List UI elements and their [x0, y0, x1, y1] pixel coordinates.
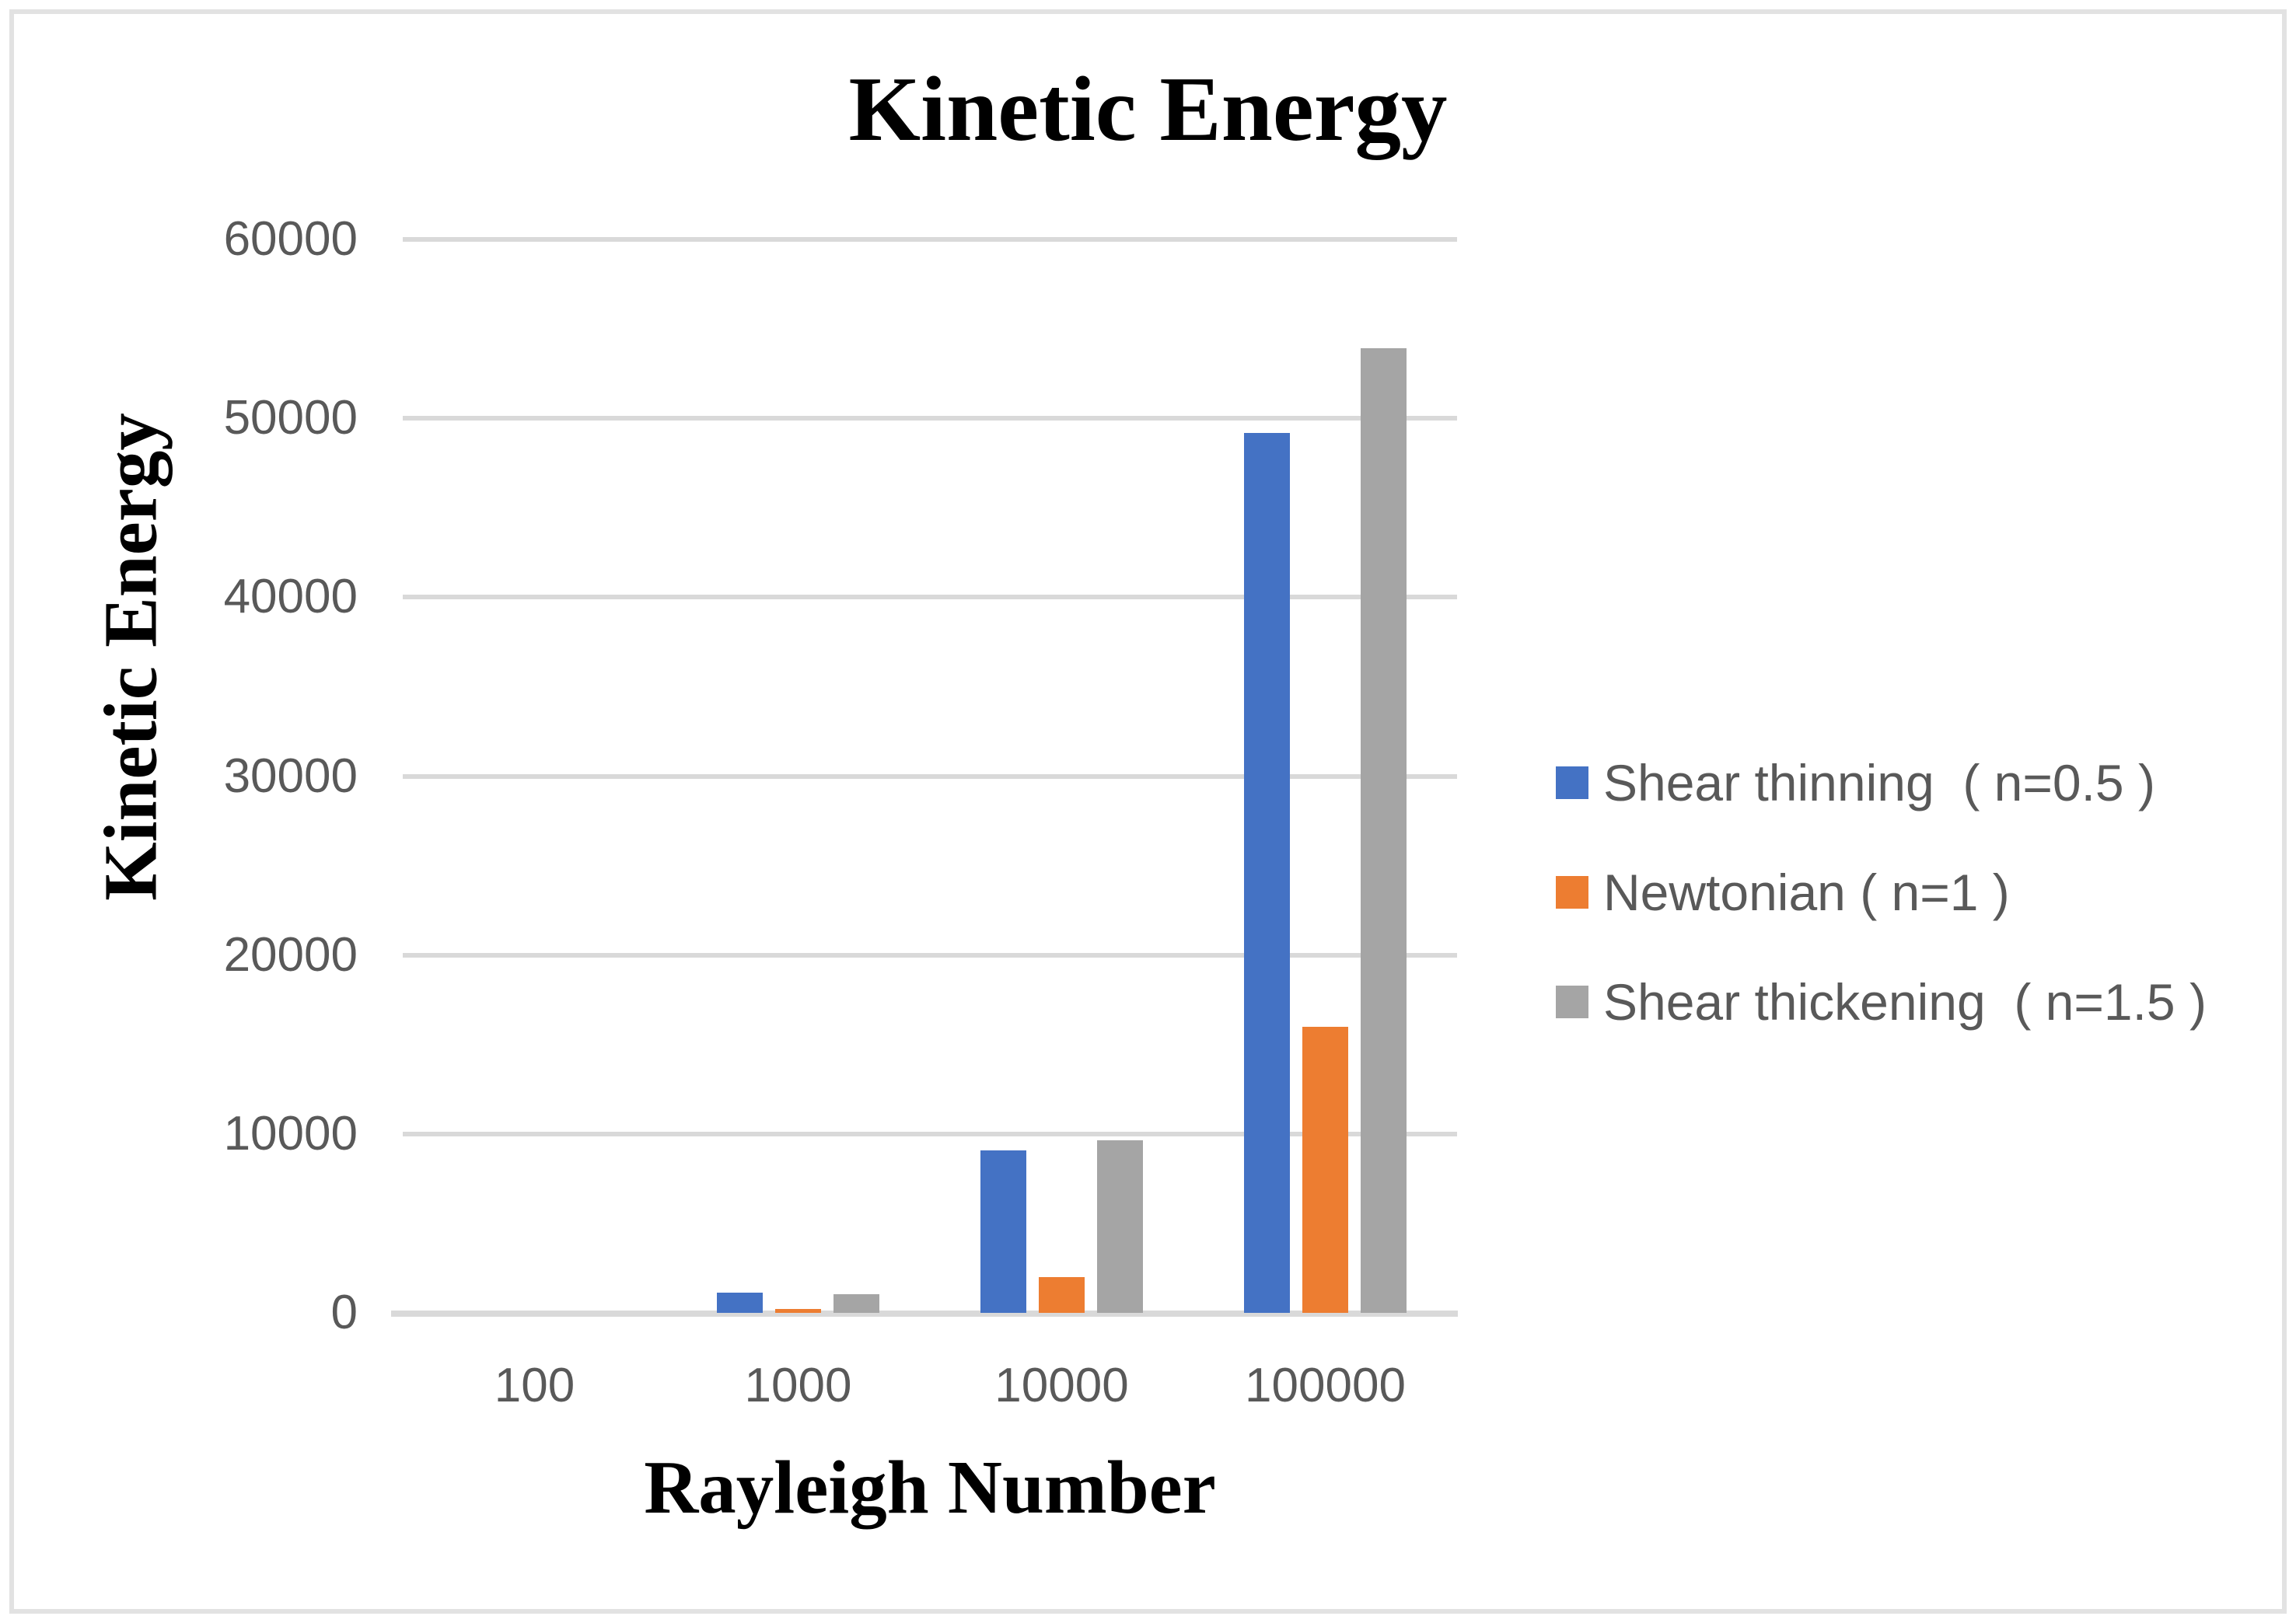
x-axis-tick-label: 10000 [994, 1359, 1129, 1412]
x-axis-tick-label: 100000 [1245, 1359, 1406, 1412]
bar-shear-thickening-10000 [1097, 1140, 1143, 1313]
bar-shear-thinning-10000 [980, 1150, 1026, 1313]
category-group-100000 [1193, 239, 1457, 1313]
y-axis-tick-label: 50000 [223, 391, 358, 445]
bar-shear-thinning-100000 [1244, 432, 1290, 1313]
plot-area [403, 237, 1457, 1313]
legend-swatch-shear-thinning [1556, 766, 1588, 799]
bar-newtonian-100000 [1302, 1026, 1348, 1313]
chart-border [9, 9, 2287, 1614]
bar-shear-thickening-1000 [833, 1293, 879, 1313]
gridline [403, 237, 1457, 242]
legend-label-newtonian: Newtonian ( n=1 ) [1603, 864, 2010, 921]
y-axis-tick-labels: 0 10000 20000 30000 40000 50000 60000 [109, 215, 358, 1337]
gridline [403, 595, 1457, 600]
gridline [403, 952, 1457, 958]
chart-title: Kinetic Energy [848, 58, 1448, 160]
bar-shear-thickening-100000 [1361, 348, 1407, 1313]
category-group-1000 [666, 239, 930, 1313]
y-axis-tick-label: 10000 [223, 1106, 358, 1161]
y-axis-tick-label: 20000 [223, 927, 358, 982]
category-group-10000 [930, 239, 1193, 1313]
gridline [403, 416, 1457, 421]
legend-item-newtonian: Newtonian ( n=1 ) [1556, 864, 2207, 921]
x-axis-tick-label: 100 [494, 1359, 575, 1412]
legend-item-shear-thickening: Shear thickening ( n=1.5 ) [1556, 973, 2207, 1031]
legend-label-shear-thickening: Shear thickening ( n=1.5 ) [1603, 973, 2207, 1031]
bar-shear-thinning-1000 [717, 1292, 763, 1313]
bar-newtonian-10000 [1039, 1276, 1085, 1313]
legend-item-shear-thinning: Shear thinning ( n=0.5 ) [1556, 754, 2207, 812]
y-axis-tick-label: 30000 [223, 749, 358, 803]
y-axis-tick-label: 40000 [223, 570, 358, 624]
x-axis-tick-labels: 100 1000 10000 100000 [403, 1362, 1457, 1416]
x-axis-line [391, 1311, 1458, 1317]
category-group-100 [403, 239, 666, 1313]
x-axis-title: Rayleigh Number [644, 1446, 1216, 1529]
x-axis-tick-label: 1000 [744, 1359, 852, 1412]
legend-label-shear-thinning: Shear thinning ( n=0.5 ) [1603, 754, 2155, 812]
y-axis-tick-label: 0 [330, 1286, 358, 1339]
gridline [403, 1131, 1457, 1136]
legend: Shear thinning ( n=0.5 ) Newtonian ( n=1 … [1556, 754, 2207, 1031]
gridline [403, 773, 1457, 779]
legend-swatch-newtonian [1556, 876, 1588, 909]
y-axis-tick-label: 60000 [223, 212, 358, 266]
legend-swatch-shear-thickening [1556, 986, 1588, 1018]
bar-newtonian-1000 [775, 1309, 821, 1313]
